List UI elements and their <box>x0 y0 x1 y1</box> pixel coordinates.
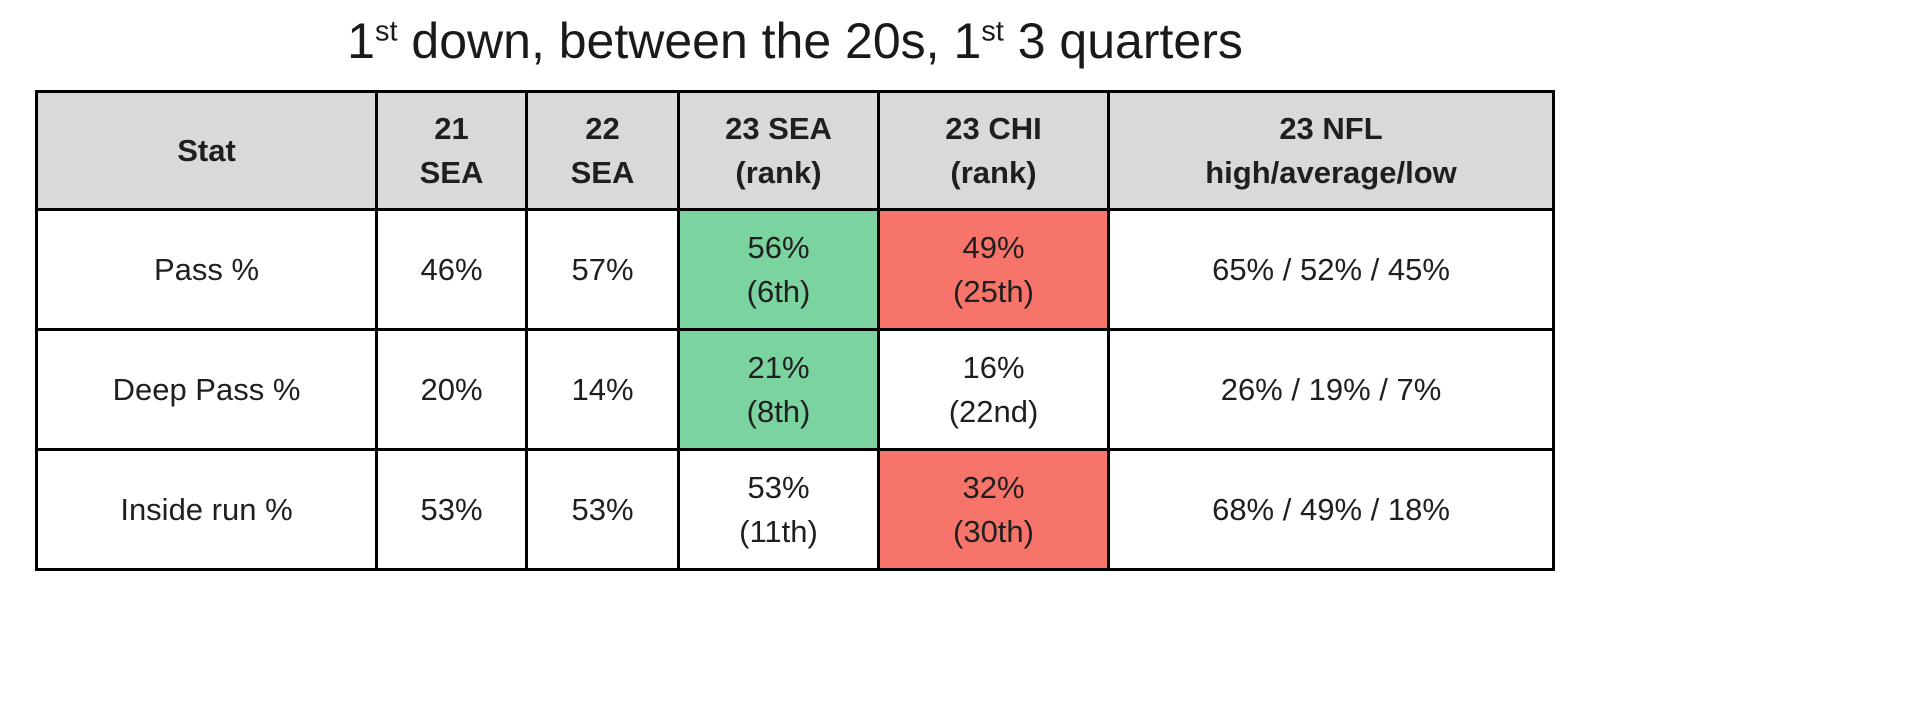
value-cell-nfl: 68% / 49% / 18% <box>1107 448 1555 571</box>
header-label: Stat <box>177 132 236 168</box>
header-row: Stat 21 SEA 22 SEA 23 SEA (rank) 23 CHI … <box>35 90 1555 211</box>
title-text: 3 quarters <box>1003 13 1243 69</box>
header-label: 23 NFL <box>1279 110 1383 146</box>
cell-value: 49% <box>962 229 1025 265</box>
cell-rank: (22nd) <box>948 393 1039 429</box>
value-cell-23-sea: 56% (6th) <box>677 208 880 331</box>
title-text: 1 <box>347 13 375 69</box>
value-cell-21-sea: 53% <box>375 448 528 571</box>
value-cell-23-chi: 49% (25th) <box>877 208 1110 331</box>
stat-cell: Deep Pass % <box>35 328 378 451</box>
title-text: down, between the 20s, 1 <box>397 13 982 69</box>
stat-cell: Pass % <box>35 208 378 331</box>
value-cell-23-sea: 53% (11th) <box>677 448 880 571</box>
header-label: 23 CHI <box>945 110 1042 146</box>
stat-cell: Inside run % <box>35 448 378 571</box>
header-label: high/average/low <box>1205 154 1457 190</box>
header-label: SEA <box>419 154 484 190</box>
value-cell-23-sea: 21% (8th) <box>677 328 880 451</box>
header-cell-23-chi-rank: 23 CHI (rank) <box>877 90 1110 211</box>
header-label: SEA <box>570 154 635 190</box>
value-cell-nfl: 26% / 19% / 7% <box>1107 328 1555 451</box>
value-cell-23-chi: 16% (22nd) <box>877 328 1110 451</box>
value-cell-22-sea: 53% <box>525 448 680 571</box>
cell-value: 16% <box>962 349 1025 385</box>
header-label: (rank) <box>735 154 822 190</box>
header-label: (rank) <box>950 154 1037 190</box>
cell-rank: (8th) <box>746 393 811 429</box>
cell-value: 32% <box>962 469 1025 505</box>
table-row: Inside run % 53% 53% 53% (11th) 32% (30t… <box>35 448 1555 571</box>
header-cell-23-sea-rank: 23 SEA (rank) <box>677 90 880 211</box>
value-cell-21-sea: 46% <box>375 208 528 331</box>
cell-rank: (6th) <box>746 273 811 309</box>
header-cell-stat: Stat <box>35 90 378 211</box>
value-cell-22-sea: 14% <box>525 328 680 451</box>
cell-value: 56% <box>747 229 810 265</box>
page-title: 1st down, between the 20s, 1st 3 quarter… <box>35 10 1555 72</box>
header-label: 21 <box>434 110 469 146</box>
cell-value: 21% <box>747 349 810 385</box>
value-cell-nfl: 65% / 52% / 45% <box>1107 208 1555 331</box>
table-row: Deep Pass % 20% 14% 21% (8th) 16% (22nd)… <box>35 328 1555 451</box>
header-label: 23 SEA <box>725 110 832 146</box>
header-cell-21-sea: 21 SEA <box>375 90 528 211</box>
title-superscript: st <box>374 15 398 48</box>
value-cell-21-sea: 20% <box>375 328 528 451</box>
cell-rank: (25th) <box>953 273 1034 309</box>
cell-rank: (11th) <box>739 513 818 549</box>
table-row: Pass % 46% 57% 56% (6th) 49% (25th) 65% … <box>35 208 1555 331</box>
value-cell-22-sea: 57% <box>525 208 680 331</box>
cell-value: 53% <box>747 469 810 505</box>
value-cell-23-chi: 32% (30th) <box>877 448 1110 571</box>
header-label: 22 <box>585 110 620 146</box>
stats-table: Stat 21 SEA 22 SEA 23 SEA (rank) 23 CHI … <box>35 90 1555 571</box>
header-cell-23-nfl: 23 NFL high/average/low <box>1107 90 1555 211</box>
header-cell-22-sea: 22 SEA <box>525 90 680 211</box>
title-superscript: st <box>981 15 1004 48</box>
cell-rank: (30th) <box>953 513 1034 549</box>
